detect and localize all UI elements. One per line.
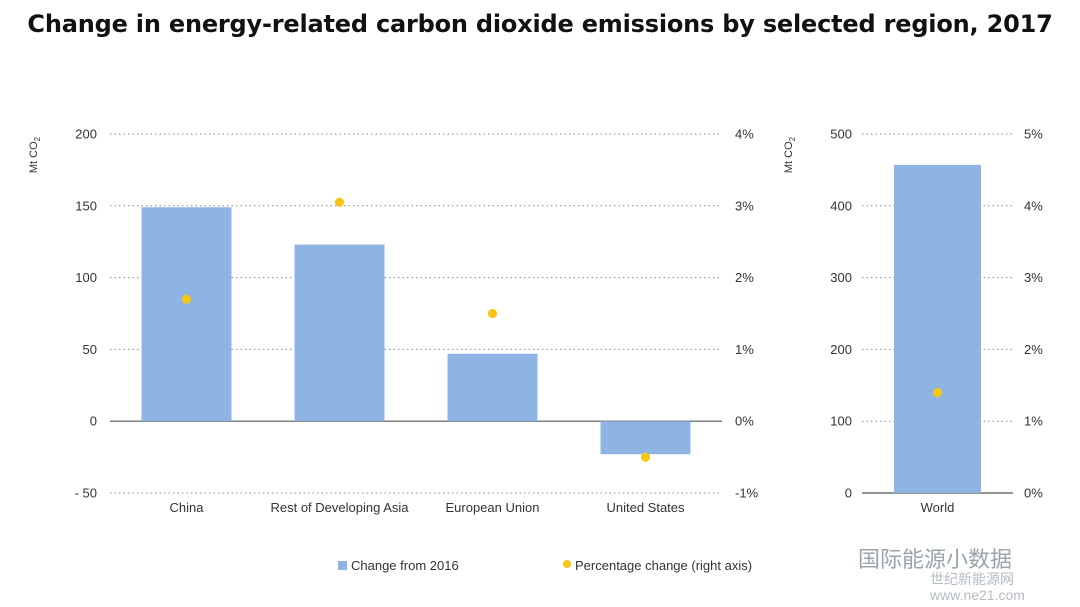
legend-swatch-dot — [563, 560, 571, 568]
bar-world — [894, 164, 981, 493]
world-chart-panel: 0 100 200 300 400 500 0% 1% 2% 3% 4% 5% Mt CO2 World — [783, 127, 1043, 516]
y2-tick-label: -1% — [735, 486, 759, 501]
y-tick-label: 300 — [830, 270, 852, 285]
y2-tick-label: 0% — [735, 414, 754, 429]
bar-rest-of-developing-asia — [294, 244, 385, 422]
legend-label: Percentage change (right axis) — [575, 558, 752, 573]
y-tick-label: 100 — [75, 270, 97, 285]
y2-tick-label: 1% — [735, 342, 754, 357]
y-tick-label: 0 — [845, 486, 852, 501]
pct-dot-european-union — [487, 308, 498, 319]
y2-tick-label: 5% — [1024, 127, 1043, 142]
y-tick-label: 500 — [830, 127, 852, 142]
bar-united-states — [600, 421, 691, 455]
regional-chart-panel: - 50 0 50 100 150 200 -1% 0% 1% 2% 3% 4% Mt CO2 China… — [28, 127, 759, 516]
y-tick-label: 200 — [830, 342, 852, 357]
pct-dot-united-states — [640, 452, 651, 462]
pct-dot-rest-of-developing-asia — [334, 197, 345, 207]
watermark-line-2: 世纪新能源网 — [930, 571, 1014, 587]
chart-legend: Change from 2016 Percentage change (right… — [338, 558, 752, 573]
y-tick-label: 100 — [830, 414, 852, 429]
category-label: United States — [606, 500, 685, 515]
y-tick-label: - 50 — [75, 486, 97, 501]
pct-dot-china — [181, 294, 192, 304]
y-tick-label: 150 — [75, 198, 97, 213]
category-label: World — [921, 500, 955, 515]
y2-tick-label: 3% — [1024, 270, 1043, 285]
legend-label: Change from 2016 — [351, 558, 459, 573]
y2-tick-label: 3% — [735, 198, 754, 213]
watermark-line-1: 国际能源小数据 — [858, 547, 1012, 572]
watermark-line-3: www.ne21.com — [929, 587, 1025, 603]
legend-swatch-bar — [338, 561, 347, 570]
y2-tick-label: 2% — [735, 270, 754, 285]
y2-tick-label: 0% — [1024, 486, 1043, 501]
category-label: China — [170, 500, 205, 515]
y-tick-label: 200 — [75, 127, 97, 142]
y2-tick-label: 4% — [1024, 198, 1043, 213]
y-axis-label: Mt CO2 — [28, 136, 42, 173]
bar-china — [141, 207, 232, 422]
chart-title: Change in energy-related carbon dioxide … — [27, 10, 1053, 38]
y2-tick-label: 2% — [1024, 342, 1043, 357]
y-tick-label: 50 — [83, 342, 97, 357]
y2-tick-label: 4% — [735, 127, 754, 142]
y-axis-label: Mt CO2 — [783, 136, 797, 173]
category-label: European Union — [446, 500, 540, 515]
pct-dot-world — [932, 387, 943, 398]
y2-tick-label: 1% — [1024, 414, 1043, 429]
y-tick-label: 400 — [830, 198, 852, 213]
category-label: Rest of Developing Asia — [270, 500, 409, 515]
y-tick-label: 0 — [90, 414, 97, 429]
bar-european-union — [447, 353, 538, 422]
